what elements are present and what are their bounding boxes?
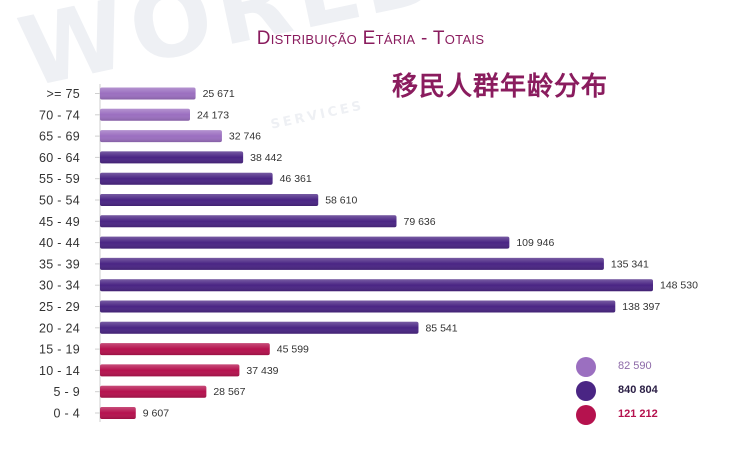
bar-value-label: 24 173 bbox=[197, 109, 229, 121]
y-tick-label: 40 - 44 bbox=[39, 236, 80, 250]
legend-dot bbox=[576, 381, 596, 401]
y-tick-label: 5 - 9 bbox=[53, 385, 80, 399]
bar-value-label: 79 636 bbox=[403, 216, 435, 228]
bar-value-label: 138 397 bbox=[622, 301, 660, 313]
y-tick-label: 50 - 54 bbox=[39, 194, 80, 208]
y-tick-label: 45 - 49 bbox=[39, 215, 80, 229]
bar-shading bbox=[100, 108, 190, 121]
bar-value-label: 46 361 bbox=[280, 173, 312, 185]
bar-shading bbox=[100, 236, 510, 249]
y-tick-label: 65 - 69 bbox=[39, 130, 80, 144]
bar-value-label: 28 567 bbox=[213, 386, 245, 398]
y-tick-label: 55 - 59 bbox=[39, 172, 80, 186]
bar-shading bbox=[100, 194, 319, 206]
legend-label: 82 590 bbox=[618, 360, 652, 372]
bar-shading bbox=[100, 385, 207, 398]
bar-shading bbox=[100, 321, 419, 334]
legend-item-working: 840 804 bbox=[576, 380, 716, 402]
bar-shading bbox=[100, 151, 244, 164]
bar-shading bbox=[100, 130, 222, 143]
bar-shading bbox=[100, 87, 196, 100]
bar-shading bbox=[100, 279, 653, 292]
y-tick-label: 15 - 19 bbox=[39, 343, 80, 357]
bar-value-label: 25 671 bbox=[203, 88, 235, 100]
chart-subtitle: 移民人群年龄分布 bbox=[392, 72, 609, 102]
chart-title: Distribuição Etária - Totais bbox=[256, 28, 485, 49]
bar-shading bbox=[100, 407, 136, 419]
y-tick-label: 20 - 24 bbox=[39, 321, 80, 335]
y-tick-label: 35 - 39 bbox=[39, 257, 80, 271]
bar-value-label: 45 599 bbox=[277, 344, 309, 356]
y-tick-label: 0 - 4 bbox=[53, 407, 80, 421]
y-tick-label: 30 - 34 bbox=[39, 279, 80, 293]
bar-value-label: 148 530 bbox=[660, 280, 698, 292]
bar-shading bbox=[100, 257, 604, 270]
legend-item-young: 121 212 bbox=[576, 404, 716, 426]
legend-dot bbox=[576, 357, 596, 377]
bar-value-label: 37 439 bbox=[246, 365, 278, 377]
legend-item-elderly: 82 590 bbox=[576, 356, 716, 378]
legend-label: 121 212 bbox=[618, 408, 658, 420]
bar-shading bbox=[100, 215, 397, 228]
bar-value-label: 9 607 bbox=[143, 408, 169, 420]
bar-value-label: 58 610 bbox=[325, 195, 357, 207]
bar-value-label: 109 946 bbox=[516, 237, 554, 249]
bar-shading bbox=[100, 300, 616, 313]
bar-value-label: 135 341 bbox=[611, 258, 649, 270]
bar-shading bbox=[100, 343, 270, 356]
legend-label: 840 804 bbox=[618, 384, 658, 396]
bar-value-label: 38 442 bbox=[250, 152, 282, 164]
y-tick-label: 60 - 64 bbox=[39, 151, 80, 165]
y-tick-label: >= 75 bbox=[47, 87, 80, 101]
y-tick-label: 25 - 29 bbox=[39, 300, 80, 314]
bar-shading bbox=[100, 364, 240, 377]
y-tick-label: 10 - 14 bbox=[39, 364, 80, 378]
y-tick-label: 70 - 74 bbox=[39, 108, 80, 122]
bar-value-label: 85 541 bbox=[425, 322, 457, 334]
bar-shading bbox=[100, 172, 273, 185]
legend-dot bbox=[576, 405, 596, 425]
bar-value-label: 32 746 bbox=[229, 131, 261, 143]
